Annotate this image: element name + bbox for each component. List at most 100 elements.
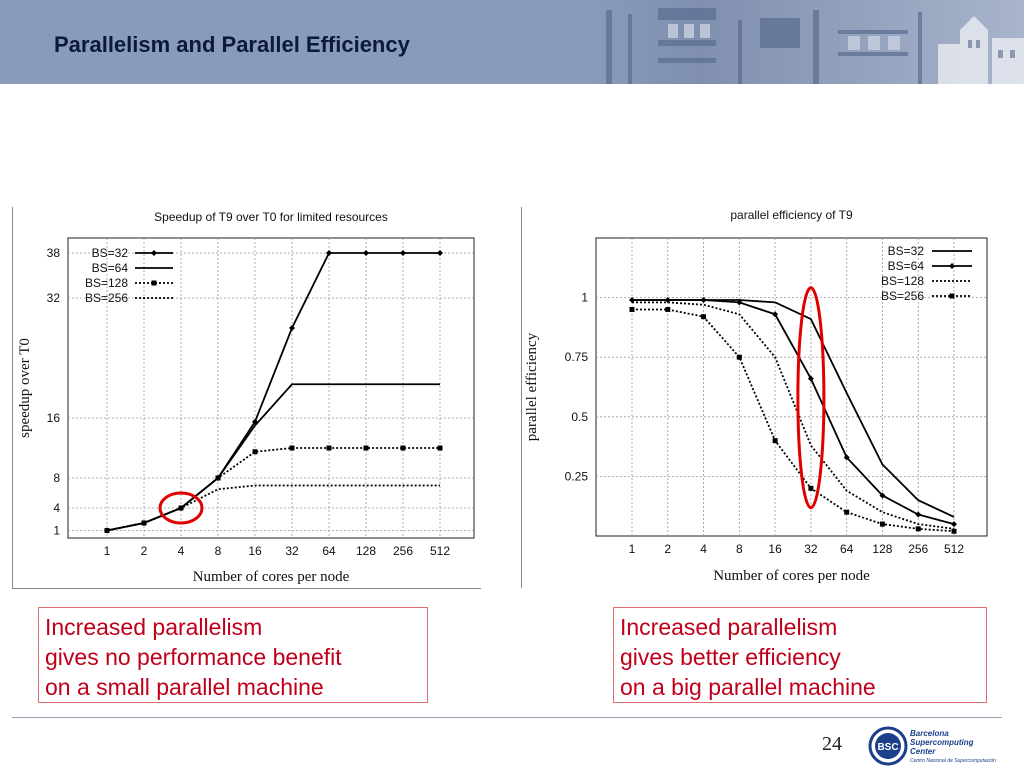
- caption-line: on a big parallel machine: [620, 674, 876, 700]
- legend-label: BS=32: [92, 246, 129, 260]
- legend-label: BS=64: [888, 259, 925, 273]
- y-tick-label: 1: [53, 524, 60, 538]
- data-point: [363, 445, 369, 451]
- x-tick-label: 4: [700, 542, 707, 556]
- chart-title: parallel efficiency of T9: [730, 208, 853, 222]
- series-line: [632, 301, 955, 530]
- data-point: [844, 509, 850, 515]
- y-tick-label: 1: [581, 291, 588, 305]
- series-line: [632, 299, 955, 525]
- data-point: [807, 375, 814, 382]
- x-tick-label: 64: [840, 542, 854, 556]
- x-tick-label: 16: [248, 544, 262, 558]
- highlight-circle: [158, 491, 204, 525]
- y-tick-label: 16: [47, 411, 61, 425]
- data-point: [400, 250, 406, 256]
- speedup-chart: Speedup of T9 over T0 for limited resour…: [12, 207, 481, 589]
- logo-line2: Supercomputing: [910, 738, 974, 747]
- bsc-logo: BSC Barcelona Supercomputing Center Cent…: [868, 726, 996, 766]
- x-tick-label: 128: [872, 542, 892, 556]
- caption-small-machine: Increased parallelism gives no performan…: [38, 607, 428, 703]
- x-axis-label: Number of cores per node: [193, 569, 350, 585]
- series-line: [632, 308, 955, 533]
- series-line: [632, 299, 955, 518]
- x-tick-label: 4: [178, 544, 185, 558]
- data-point: [736, 354, 742, 360]
- x-tick-label: 2: [141, 544, 148, 558]
- data-point: [915, 526, 921, 532]
- x-tick-label: 256: [393, 544, 413, 558]
- chart-title: Speedup of T9 over T0 for limited resour…: [154, 210, 388, 224]
- series-line: [106, 252, 440, 532]
- data-point: [701, 314, 707, 320]
- x-tick-label: 256: [908, 542, 928, 556]
- legend-label: BS=64: [92, 261, 129, 275]
- data-point: [629, 307, 635, 313]
- data-point: [915, 511, 922, 518]
- caption-line: gives better efficiency: [620, 644, 841, 670]
- data-point: [951, 528, 957, 534]
- data-point: [808, 485, 814, 491]
- legend-marker: [151, 280, 157, 286]
- series-line: [106, 383, 440, 532]
- y-tick-label: 0.75: [565, 350, 589, 364]
- data-point: [700, 296, 707, 303]
- data-point: [772, 311, 779, 318]
- legend-label: BS=256: [881, 289, 924, 303]
- x-tick-label: 8: [215, 544, 222, 558]
- x-tick-label: 1: [104, 544, 111, 558]
- x-axis-label: Number of cores per node: [713, 568, 870, 584]
- data-point: [289, 445, 295, 451]
- legend-label: BS=128: [85, 276, 128, 290]
- y-tick-label: 38: [47, 246, 61, 260]
- data-point: [437, 250, 443, 256]
- data-point: [879, 492, 886, 499]
- data-point: [289, 325, 295, 331]
- x-tick-label: 32: [804, 542, 818, 556]
- page-number: 24: [822, 733, 842, 755]
- caption-line: Increased parallelism: [45, 614, 263, 640]
- plot-frame: [67, 237, 475, 539]
- caption-line: on a small parallel machine: [45, 674, 324, 700]
- logo-line1: Barcelona: [910, 729, 949, 738]
- y-axis-label: parallel efficiency: [524, 332, 540, 441]
- logo-line3: Center: [910, 747, 936, 756]
- data-point: [951, 521, 957, 528]
- y-tick-label: 32: [47, 291, 61, 305]
- highlight-ellipse: [796, 286, 826, 510]
- data-point: [665, 307, 671, 313]
- data-point: [363, 250, 369, 256]
- y-tick-label: 4: [53, 501, 60, 515]
- data-point: [629, 296, 635, 303]
- data-point: [879, 521, 885, 527]
- data-point: [843, 454, 850, 461]
- x-tick-label: 128: [356, 544, 376, 558]
- logo-mark: BSC: [877, 742, 898, 753]
- header-photo-strip: [588, 0, 1024, 84]
- legend-label: BS=256: [85, 291, 128, 305]
- data-point: [437, 445, 443, 451]
- data-point: [326, 250, 332, 256]
- x-tick-label: 16: [768, 542, 782, 556]
- plot-frame: [595, 237, 988, 537]
- data-point: [664, 296, 671, 303]
- data-point: [400, 445, 406, 451]
- x-tick-label: 64: [322, 544, 336, 558]
- x-tick-label: 32: [285, 544, 299, 558]
- efficiency-chart: parallel efficiency of T9 1 2 4 8 16 32 64 128 25…: [521, 207, 1014, 588]
- data-point: [215, 475, 221, 481]
- caption-line: Increased parallelism: [620, 614, 838, 640]
- data-point: [736, 299, 743, 306]
- x-tick-label: 512: [944, 542, 964, 556]
- x-tick-label: 8: [736, 542, 743, 556]
- legend-label: BS=32: [888, 244, 925, 258]
- y-axis-label: speedup over T0: [17, 338, 33, 438]
- footer-divider: [12, 717, 1002, 718]
- legend-marker: [949, 293, 955, 299]
- y-tick-label: 0.25: [565, 469, 589, 483]
- slide-header: Parallelism and Parallel Efficiency: [0, 0, 1024, 84]
- y-tick-label: 0.5: [571, 410, 588, 424]
- y-tick-label: 8: [53, 471, 60, 485]
- logo-line4: Centro Nacional de Supercomputación: [910, 758, 996, 764]
- slide-title: Parallelism and Parallel Efficiency: [54, 32, 410, 57]
